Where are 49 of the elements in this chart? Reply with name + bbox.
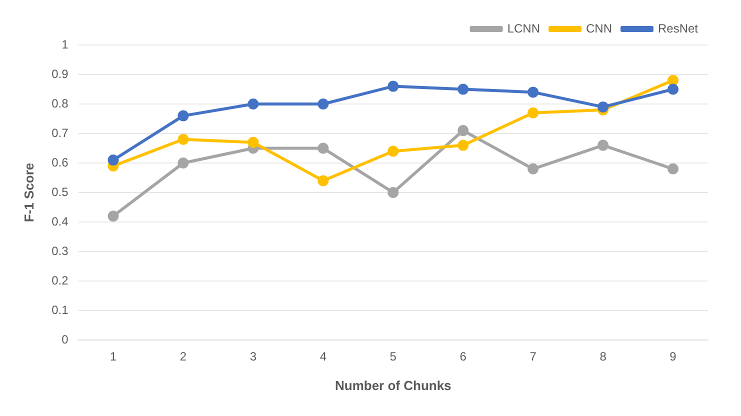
point [388,146,399,157]
y-tick-label: 0.8 [52,96,69,110]
x-tick-label: 9 [670,350,677,364]
x-tick-label: 6 [460,350,467,364]
x-tick-label: 2 [180,350,187,364]
point [458,125,469,136]
point [178,158,189,168]
point [318,175,329,186]
point [598,101,609,112]
x-tick-label: 8 [600,350,607,364]
y-tick-label: 1 [62,37,69,52]
y-tick-label: 0.6 [52,155,69,170]
y-axis-title: F-1 Score [21,162,36,222]
point [668,74,679,86]
y-tick-label: 0.3 [52,244,69,258]
legend-label: LCNN [507,21,540,36]
point [598,140,609,151]
point [248,98,259,110]
point [528,163,539,174]
x-axis-title: Number of Chunks [334,378,452,393]
point [388,80,399,92]
point [318,98,329,110]
x-tick-label: 5 [390,350,397,364]
point [108,210,119,222]
point [668,84,679,95]
point [528,107,539,118]
point [458,84,469,95]
point [668,163,679,174]
point [318,142,329,154]
x-tick-label: 1 [110,350,117,364]
point [178,110,189,122]
y-tick-label: 0 [62,332,69,346]
y-tick-label: 0.1 [52,302,69,317]
x-tick-label: 7 [530,350,537,364]
point [178,134,189,145]
y-tick-label: 0.2 [52,273,69,288]
x-tick-label: 4 [320,350,327,364]
legend-label: ResNet [658,21,699,36]
point [248,136,259,148]
point [108,154,119,166]
legend-label: CNN [586,21,612,36]
point [458,140,469,151]
point [528,86,539,98]
x-tick-label: 3 [250,350,257,364]
y-tick-label: 0.9 [52,66,69,81]
y-tick-label: 0.7 [52,126,69,140]
point [388,187,399,198]
y-tick-label: 0.5 [52,184,69,199]
y-tick-label: 0.4 [52,214,69,228]
